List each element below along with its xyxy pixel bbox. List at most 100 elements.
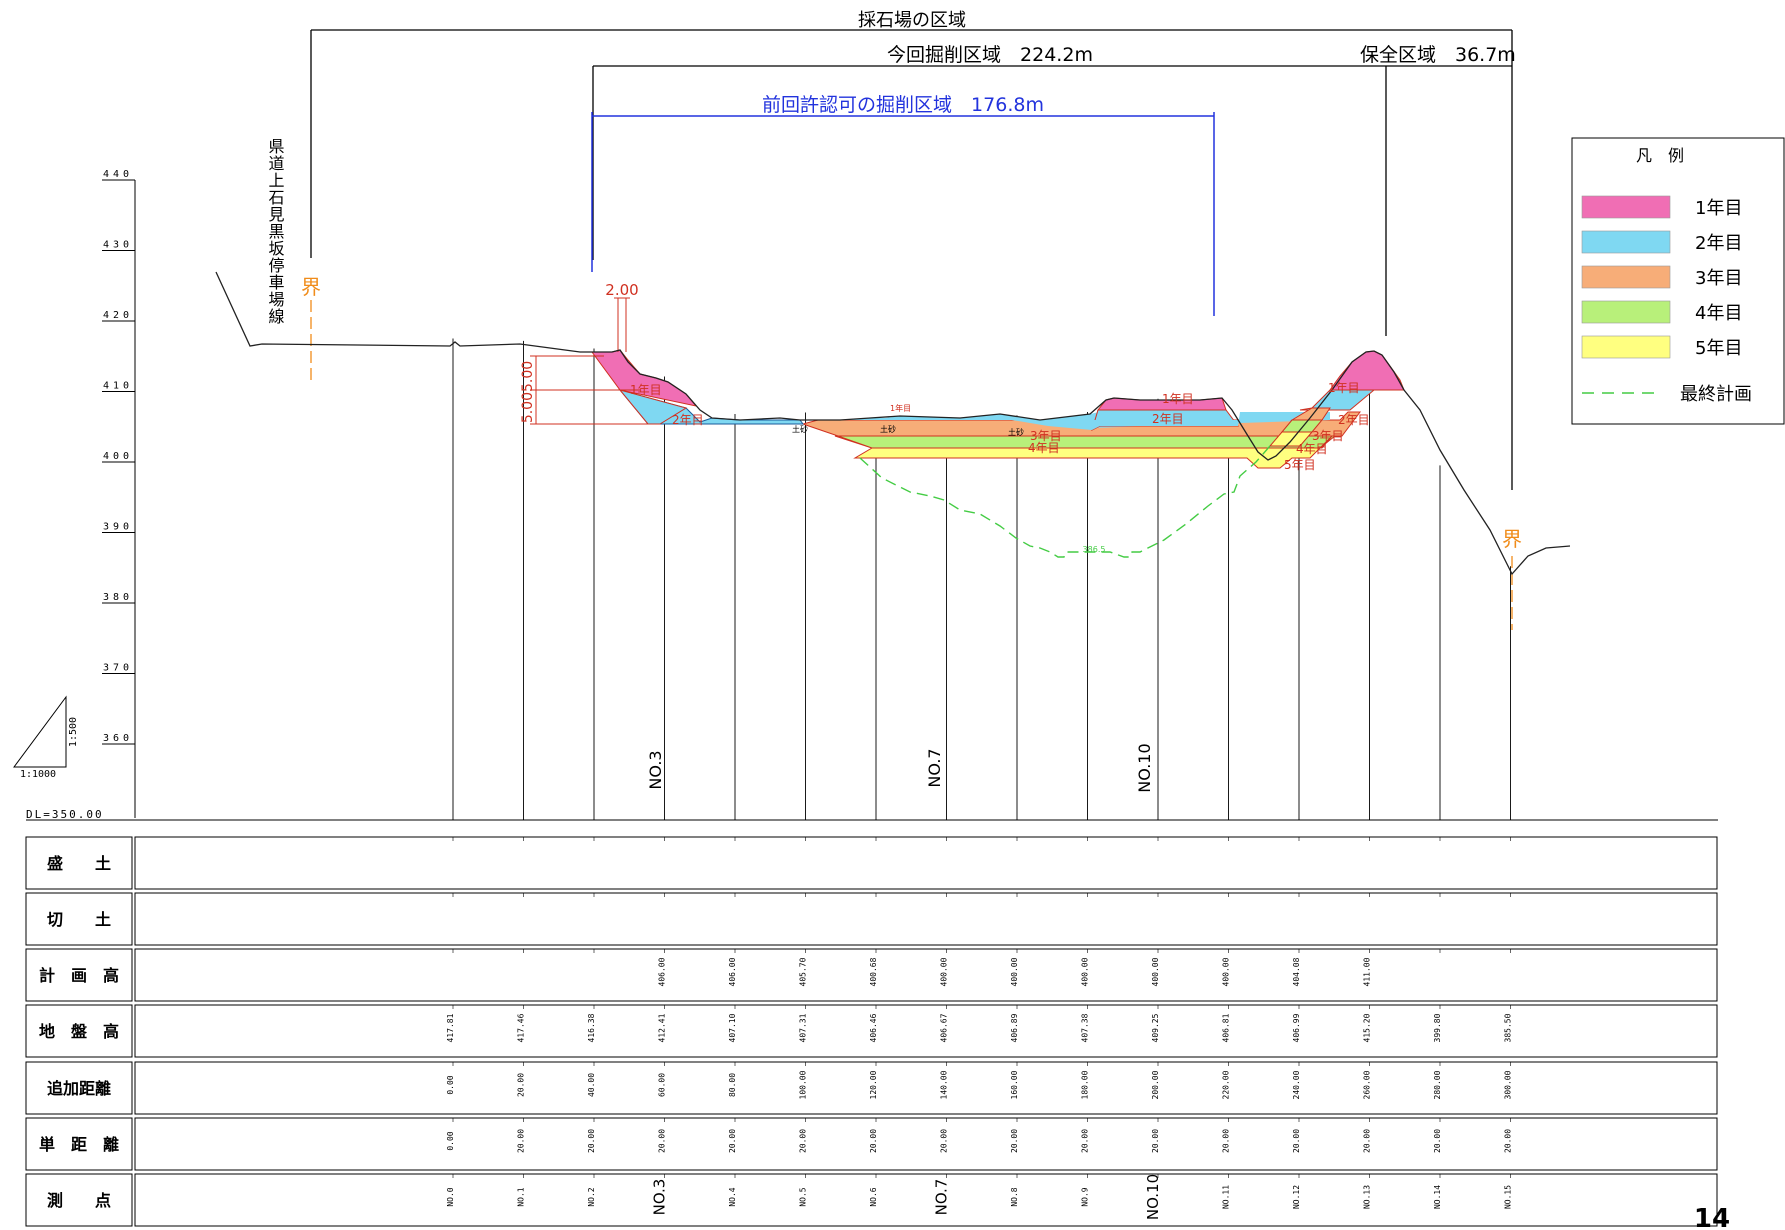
table-cell-cumulative: 0.00 <box>446 1075 455 1094</box>
table-cell-ground: 406.67 <box>940 1013 949 1042</box>
table-cell-stations: NO.15 <box>1504 1185 1513 1209</box>
legend-swatch-year1 <box>1581 195 1671 219</box>
table-cell-plan: 400.00 <box>1010 957 1019 986</box>
table-row-label: 測 点 <box>47 1191 111 1210</box>
table-row-label: 単 距 離 <box>39 1135 119 1154</box>
table-cell-cumulative: 140.00 <box>940 1070 949 1099</box>
table-cell-stations: NO.4 <box>728 1187 737 1206</box>
table-row <box>134 1117 1718 1171</box>
table-cell-single: 20.00 <box>728 1129 737 1153</box>
legend-title: 凡 例 <box>1636 146 1684 165</box>
table-cell-ground: 406.99 <box>1292 1013 1301 1042</box>
legend-label-year2: 2年目 <box>1695 233 1742 254</box>
table-row <box>134 1061 1718 1115</box>
table-cell-ground: 385.50 <box>1504 1013 1513 1042</box>
table-cell-single: 20.00 <box>869 1129 878 1153</box>
table-cell-cumulative: 280.00 <box>1433 1070 1442 1099</box>
table-cell-cumulative: 260.00 <box>1363 1070 1372 1099</box>
table-row-header <box>25 948 133 1002</box>
table-cell-ground: 406.46 <box>869 1013 878 1042</box>
y-tick-label: 380 <box>103 592 133 603</box>
sec-label-5-right: 5年目 <box>1284 458 1316 472</box>
dimension-lines: 採石場の区域 今回掘削区域 224.2m 保全区域 36.7m 前回許認可の掘削… <box>310 10 1516 490</box>
table-cell-ground: 417.46 <box>517 1013 526 1042</box>
table-cell-ground: 399.80 <box>1433 1013 1442 1042</box>
table-cell-stations: NO.13 <box>1363 1185 1372 1209</box>
legend-swatch-year2 <box>1581 230 1671 254</box>
table-cell-single: 20.00 <box>799 1129 808 1153</box>
table-cell-single: 20.00 <box>940 1129 949 1153</box>
sec-label-1-small: 1年目 <box>890 403 911 413</box>
table-row <box>134 1004 1718 1058</box>
table-row-label: 切 土 <box>47 910 111 929</box>
table-cell-single: 20.00 <box>1222 1129 1231 1153</box>
legend-swatch-year4 <box>1581 300 1671 324</box>
big-station-no7: NO.7 <box>925 748 944 787</box>
sec-label-1-right: 1年目 <box>1328 381 1360 395</box>
table-cell-stations: NO.7 <box>933 1179 951 1216</box>
scale-vertical-label: 1:500 <box>68 717 79 747</box>
table-cell-plan: 406.00 <box>728 957 737 986</box>
table-cell-ground: 412.41 <box>658 1013 667 1042</box>
sec-label-4-right: 4年目 <box>1296 442 1328 456</box>
table-row-header <box>25 1004 133 1058</box>
table-cell-ground: 407.31 <box>799 1013 808 1042</box>
table-row <box>134 1173 1718 1227</box>
big-station-labels: NO.3 NO.7 NO.10 <box>646 743 1154 792</box>
table-cell-single: 20.00 <box>1504 1129 1513 1153</box>
table-cell-stations: NO.10 <box>1144 1174 1162 1220</box>
sec-label-3-right: 3年目 <box>1312 429 1344 443</box>
table-cell-ground: 407.10 <box>728 1013 737 1042</box>
table-cell-cumulative: 220.00 <box>1222 1070 1231 1099</box>
table-cell-cumulative: 240.00 <box>1292 1070 1301 1099</box>
big-station-no3: NO.3 <box>646 750 665 789</box>
table-row-header <box>25 836 133 890</box>
legend-label-year1: 1年目 <box>1695 198 1742 219</box>
sec-label-2-right: 2年目 <box>1338 413 1370 427</box>
survey-table: 盛 土切 土計 画 高 406.00 406.00 405.70 400.68 400.0… <box>25 836 1718 1227</box>
quarry-area-label: 採石場の区域 <box>858 10 966 31</box>
final-plan-line <box>859 445 1271 558</box>
table-row-header <box>25 1061 133 1115</box>
table-cell-stations: NO.8 <box>1010 1187 1019 1206</box>
table-cell-single: 20.00 <box>658 1129 667 1153</box>
datum-label: DL=350.00 <box>26 808 104 821</box>
table-cell-single: 20.00 <box>587 1129 596 1153</box>
table-cell-cumulative: 40.00 <box>587 1073 596 1097</box>
table-row-label: 地 盤 高 <box>39 1022 119 1041</box>
section-year-labels: 1年目 2年目 1年目 2年目 3年目 4年目 1年目 2年目 3年目 4年目 … <box>630 381 1370 472</box>
table-cell-plan: 400.68 <box>869 957 878 986</box>
boundary-markers: 界 界 <box>301 275 1522 630</box>
excavation-layers <box>591 349 1405 469</box>
table-cell-cumulative: 20.00 <box>517 1073 526 1097</box>
y-tick-label: 430 <box>103 240 133 251</box>
step-guides <box>530 297 655 425</box>
table-cell-ground: 416.38 <box>587 1013 596 1042</box>
y-tick-label: 360 <box>103 733 133 744</box>
y-tick-label: 420 <box>103 310 133 321</box>
previous-area-label: 前回許認可の掘削区域 176.8m <box>762 94 1044 116</box>
sand-label-3: 土砂 <box>1008 427 1024 437</box>
legend-label-year5: 5年目 <box>1695 338 1742 359</box>
table-cell-single: 20.00 <box>1292 1129 1301 1153</box>
station-lines <box>452 338 1511 820</box>
table-cell-cumulative: 300.00 <box>1504 1070 1513 1099</box>
legend-swatch-year3 <box>1581 265 1671 289</box>
y-tick-label: 400 <box>103 451 133 462</box>
table-row-header <box>25 1117 133 1171</box>
legend-label-year3: 3年目 <box>1695 268 1742 289</box>
legend-label-year4: 4年目 <box>1695 303 1742 324</box>
page-number: 14 <box>1694 1204 1730 1230</box>
big-station-no10: NO.10 <box>1135 743 1154 792</box>
table-row-header <box>25 1173 133 1227</box>
table-cell-ground: 417.81 <box>446 1013 455 1042</box>
sec-label-1-left: 1年目 <box>630 383 662 397</box>
table-cell-stations: NO.11 <box>1222 1185 1231 1209</box>
table-cell-plan: 411.00 <box>1363 957 1372 986</box>
sec-label-4-center: 4年目 <box>1028 441 1060 455</box>
sec-label-2-center: 2年目 <box>1152 412 1184 426</box>
table-cell-plan: 406.00 <box>658 957 667 986</box>
scale-horizontal-label: 1:1000 <box>20 769 56 780</box>
y-tick-label: 440 <box>103 169 133 180</box>
